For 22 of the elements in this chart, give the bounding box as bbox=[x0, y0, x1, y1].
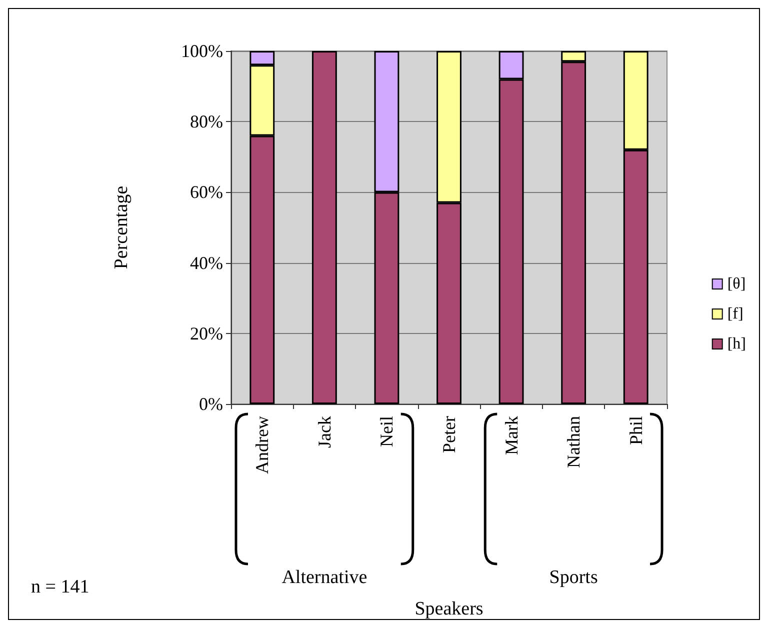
x-tick-label: Peter bbox=[439, 416, 459, 453]
x-tick-label: Nathan bbox=[564, 416, 584, 468]
y-axis-title: Percentage bbox=[111, 186, 132, 270]
bar bbox=[312, 51, 337, 404]
x-tick-label: Mark bbox=[501, 416, 522, 455]
y-tick-label: 100% bbox=[181, 41, 223, 61]
legend-label: [h] bbox=[727, 336, 746, 352]
text: n = 141 bbox=[31, 576, 90, 598]
text: Alternative bbox=[282, 567, 368, 588]
y-tick-label: 40% bbox=[190, 252, 223, 273]
x-tick-label: Neil bbox=[376, 416, 397, 447]
x-tick-label: Phil bbox=[626, 416, 646, 446]
legend-label: [θ] bbox=[727, 276, 746, 292]
y-tick-label: 0% bbox=[199, 394, 223, 414]
y-tick-label: 80% bbox=[190, 112, 223, 132]
legend-label: [f] bbox=[727, 306, 744, 322]
text: Sports bbox=[549, 567, 598, 588]
y-tick-label: 20% bbox=[190, 323, 223, 344]
text: Speakers bbox=[414, 598, 484, 620]
x-tick-label: Andrew bbox=[252, 416, 272, 474]
x-tick-label: Jack bbox=[314, 416, 334, 448]
y-tick-label: 60% bbox=[190, 182, 223, 202]
